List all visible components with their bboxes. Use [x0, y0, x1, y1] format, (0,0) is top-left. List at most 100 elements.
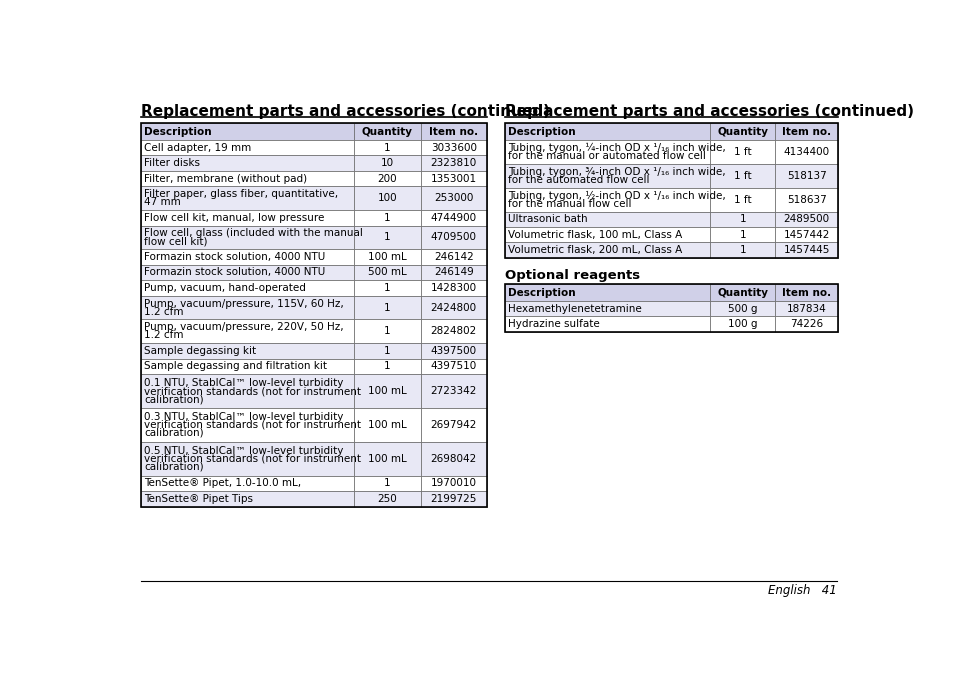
Bar: [354, 374, 420, 408]
Bar: [141, 295, 354, 320]
Text: 1: 1: [739, 215, 745, 224]
Bar: [420, 359, 486, 374]
Text: Sample degassing kit: Sample degassing kit: [144, 346, 256, 356]
Bar: [505, 212, 709, 227]
Bar: [141, 210, 354, 225]
Text: 1 ft: 1 ft: [733, 171, 751, 181]
Text: Quantity: Quantity: [717, 287, 767, 297]
Text: 518137: 518137: [786, 171, 826, 181]
Bar: [420, 225, 486, 250]
Text: 2424800: 2424800: [430, 303, 476, 312]
Text: 2698042: 2698042: [430, 454, 476, 464]
Text: Filter disks: Filter disks: [144, 158, 200, 168]
Bar: [709, 123, 775, 140]
Text: 47 mm: 47 mm: [144, 197, 181, 207]
Text: Description: Description: [508, 287, 576, 297]
Text: verification standards (not for instrument: verification standards (not for instrume…: [144, 386, 360, 396]
Bar: [354, 359, 420, 374]
Bar: [775, 301, 838, 316]
Text: Optional reagents: Optional reagents: [505, 269, 639, 281]
Text: 100 mL: 100 mL: [368, 454, 406, 464]
Bar: [354, 264, 420, 280]
Text: 74226: 74226: [789, 319, 822, 329]
Bar: [141, 123, 354, 140]
Bar: [141, 408, 354, 442]
Bar: [420, 408, 486, 442]
Text: 2489500: 2489500: [783, 215, 829, 224]
Bar: [141, 442, 354, 476]
Bar: [354, 250, 420, 264]
Bar: [420, 343, 486, 359]
Text: Description: Description: [508, 127, 576, 137]
Text: verification standards (not for instrument: verification standards (not for instrume…: [144, 454, 360, 464]
Bar: [354, 140, 420, 155]
Bar: [354, 210, 420, 225]
Bar: [709, 164, 775, 188]
Text: 100: 100: [377, 193, 396, 203]
Text: 1: 1: [383, 346, 390, 356]
Text: 4134400: 4134400: [783, 147, 829, 157]
Bar: [709, 242, 775, 258]
Text: calibration): calibration): [144, 428, 203, 438]
Text: 1970010: 1970010: [431, 479, 476, 489]
Bar: [354, 155, 420, 171]
Bar: [141, 250, 354, 264]
Text: 1: 1: [739, 245, 745, 255]
Bar: [775, 140, 838, 164]
Bar: [141, 280, 354, 295]
Text: 1.2 cfm: 1.2 cfm: [144, 330, 183, 341]
Text: 4744900: 4744900: [430, 213, 476, 223]
Text: Pump, vacuum/pressure, 115V, 60 Hz,: Pump, vacuum/pressure, 115V, 60 Hz,: [144, 299, 343, 308]
Bar: [775, 123, 838, 140]
Text: 1457445: 1457445: [782, 245, 829, 255]
Bar: [420, 374, 486, 408]
Bar: [420, 140, 486, 155]
Bar: [141, 155, 354, 171]
Text: 1457442: 1457442: [782, 229, 829, 240]
Bar: [141, 171, 354, 186]
Text: Filter, membrane (without pad): Filter, membrane (without pad): [144, 174, 307, 184]
Bar: [141, 225, 354, 250]
Text: 1: 1: [739, 229, 745, 240]
Text: 1 ft: 1 ft: [733, 147, 751, 157]
Text: Quantity: Quantity: [717, 127, 767, 137]
Bar: [141, 264, 354, 280]
Bar: [505, 316, 709, 332]
Bar: [354, 320, 420, 343]
Bar: [141, 374, 354, 408]
Text: 187834: 187834: [786, 304, 826, 314]
Text: Formazin stock solution, 4000 NTU: Formazin stock solution, 4000 NTU: [144, 252, 325, 262]
Text: 2824802: 2824802: [430, 326, 476, 336]
Text: 2199725: 2199725: [430, 494, 476, 504]
Bar: [420, 491, 486, 507]
Text: Tubing, tygon, ¼-inch OD x ¹/₁₆ inch wide,: Tubing, tygon, ¼-inch OD x ¹/₁₆ inch wid…: [508, 143, 725, 153]
Text: 246142: 246142: [434, 252, 473, 262]
Bar: [354, 408, 420, 442]
Bar: [420, 250, 486, 264]
Bar: [420, 186, 486, 210]
Text: Filter paper, glass fiber, quantitative,: Filter paper, glass fiber, quantitative,: [144, 189, 337, 199]
Bar: [775, 212, 838, 227]
Text: Tubing, tygon, ¾-inch OD x ¹/₁₆ inch wide,: Tubing, tygon, ¾-inch OD x ¹/₁₆ inch wid…: [508, 167, 725, 177]
Bar: [420, 155, 486, 171]
Bar: [354, 343, 420, 359]
Text: 100 mL: 100 mL: [368, 252, 406, 262]
Bar: [505, 164, 709, 188]
Text: Ultrasonic bath: Ultrasonic bath: [508, 215, 587, 224]
Text: 1: 1: [383, 232, 390, 242]
Text: 246149: 246149: [434, 267, 473, 277]
Bar: [709, 140, 775, 164]
Bar: [709, 284, 775, 301]
Text: 1: 1: [383, 326, 390, 336]
Text: Flow cell kit, manual, low pressure: Flow cell kit, manual, low pressure: [144, 213, 324, 223]
Bar: [775, 284, 838, 301]
Text: 4397500: 4397500: [430, 346, 476, 356]
Bar: [420, 210, 486, 225]
Text: 1: 1: [383, 479, 390, 489]
Text: 1428300: 1428300: [430, 283, 476, 293]
Text: Item no.: Item no.: [781, 127, 830, 137]
Text: 1353001: 1353001: [430, 174, 476, 184]
Text: 4397510: 4397510: [430, 361, 476, 371]
Text: 1: 1: [383, 361, 390, 371]
Text: 1.2 cfm: 1.2 cfm: [144, 306, 183, 316]
